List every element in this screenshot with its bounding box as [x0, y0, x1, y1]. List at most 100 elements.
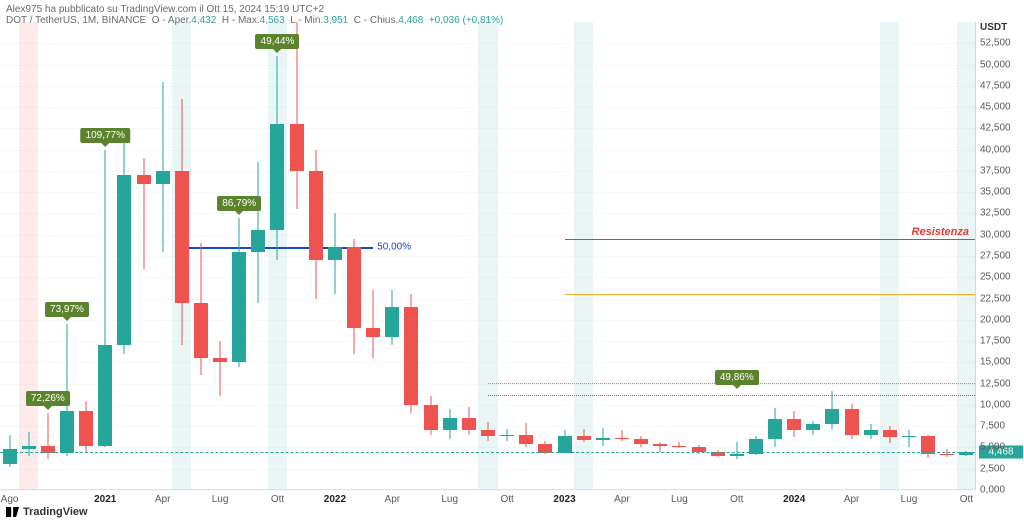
candle-body	[22, 446, 36, 449]
y-tick-label: 27,500	[980, 251, 1011, 262]
candle-body	[328, 247, 342, 260]
y-tick-label: 25,000	[980, 272, 1011, 283]
brand-label: TradingView	[23, 506, 88, 518]
resistance-label: Resistenza	[912, 226, 969, 238]
y-tick-label: 20,000	[980, 314, 1011, 325]
y-tick-label: 12,500	[980, 378, 1011, 389]
candle-body	[787, 419, 801, 430]
highlight-band	[880, 22, 899, 489]
y-tick-label: 10,000	[980, 399, 1011, 410]
x-tick-label: Apr	[614, 494, 630, 505]
x-tick-label: Ago	[1, 494, 19, 505]
horizontal-line[interactable]: Resistenza	[565, 239, 975, 240]
highlight-band	[574, 22, 593, 489]
candle-body	[825, 409, 839, 423]
candle-body	[424, 405, 438, 431]
last-price-line	[0, 452, 975, 453]
pct-badge: 72,26%	[26, 391, 70, 406]
candle-body	[940, 454, 954, 455]
x-tick-label: 2023	[553, 494, 575, 505]
candle-body	[864, 430, 878, 435]
candle-body	[845, 409, 859, 435]
candle-wick	[296, 22, 297, 209]
candle-wick	[909, 430, 910, 447]
candle-wick	[373, 290, 374, 358]
candle-wick	[621, 430, 622, 440]
candle-body	[577, 436, 591, 439]
candle-wick	[602, 428, 603, 446]
candle-body	[79, 411, 93, 446]
publisher-site: TradingView.com	[120, 4, 196, 15]
candle-body	[290, 124, 304, 171]
chart-plot-area[interactable]: Resistenza50,00%72,26%73,97%109,77%86,79…	[0, 22, 976, 490]
publisher-prefix: Alex975 ha pubblicato su	[6, 4, 120, 15]
x-tick-label: Ott	[271, 494, 284, 505]
tradingview-logo-icon	[6, 507, 19, 517]
candle-body	[117, 175, 131, 345]
candle-body	[443, 418, 457, 431]
y-tick-label: 2,500	[980, 463, 1005, 474]
x-tick-label: Lug	[671, 494, 688, 505]
candle-body	[156, 171, 170, 184]
pct-badge: 86,79%	[217, 196, 261, 211]
candle-body	[175, 171, 189, 303]
candle-body	[558, 436, 572, 452]
x-tick-label: Lug	[212, 494, 229, 505]
candle-body	[615, 438, 629, 439]
candle-body	[519, 435, 533, 444]
x-tick-label: 2021	[94, 494, 116, 505]
y-tick-label: 35,000	[980, 187, 1011, 198]
pct-badge: 49,86%	[715, 370, 759, 385]
pct-badge: 73,97%	[45, 302, 89, 317]
y-axis: USDT 52,50050,00047,50045,00042,50040,00…	[976, 22, 1024, 490]
brand-footer: TradingView	[6, 506, 88, 518]
candle-body	[309, 171, 323, 260]
candle-wick	[162, 82, 163, 252]
y-tick-label: 52,500	[980, 38, 1011, 49]
x-tick-label: Apr	[385, 494, 401, 505]
candle-body	[366, 328, 380, 337]
y-tick-label: 22,500	[980, 293, 1011, 304]
x-tick-label: Ott	[730, 494, 743, 505]
y-tick-label: 15,000	[980, 357, 1011, 368]
x-tick-label: 2024	[783, 494, 805, 505]
candle-body	[194, 303, 208, 358]
candle-body	[902, 436, 916, 437]
y-tick-label: 0,000	[980, 485, 1005, 496]
y-tick-label: 32,500	[980, 208, 1011, 219]
x-tick-label: Apr	[844, 494, 860, 505]
candle-body	[213, 358, 227, 362]
candle-body	[692, 447, 706, 452]
candle-body	[60, 411, 74, 453]
y-tick-label: 42,500	[980, 123, 1011, 134]
candle-body	[672, 446, 686, 447]
x-tick-label: Lug	[901, 494, 918, 505]
candle-body	[500, 435, 514, 437]
candle-body	[270, 124, 284, 230]
highlight-band	[478, 22, 497, 489]
candle-body	[596, 438, 610, 440]
pct-badge: 49,44%	[256, 34, 300, 49]
candle-body	[385, 307, 399, 337]
highlight-band	[19, 22, 38, 489]
pct-badge: 109,77%	[81, 128, 130, 143]
y-tick-label: 37,500	[980, 165, 1011, 176]
candle-body	[653, 444, 667, 446]
x-tick-label: Ott	[960, 494, 973, 505]
candle-wick	[736, 442, 737, 459]
candle-body	[137, 175, 151, 184]
horizontal-line[interactable]	[565, 294, 975, 295]
x-tick-label: Ott	[500, 494, 513, 505]
candle-body	[462, 418, 476, 431]
publisher-suffix: il Ott 15, 2024 15:19 UTC+2	[197, 4, 325, 15]
y-tick-label: 5,000	[980, 442, 1005, 453]
candle-body	[634, 439, 648, 444]
candle-body	[232, 252, 246, 363]
y-tick-label: 7,500	[980, 421, 1005, 432]
y-tick-label: 40,000	[980, 144, 1011, 155]
horizontal-line[interactable]	[488, 395, 975, 396]
y-tick-label: 30,000	[980, 229, 1011, 240]
candle-body	[730, 454, 744, 456]
y-tick-label: 50,000	[980, 59, 1011, 70]
candle-body	[347, 247, 361, 328]
